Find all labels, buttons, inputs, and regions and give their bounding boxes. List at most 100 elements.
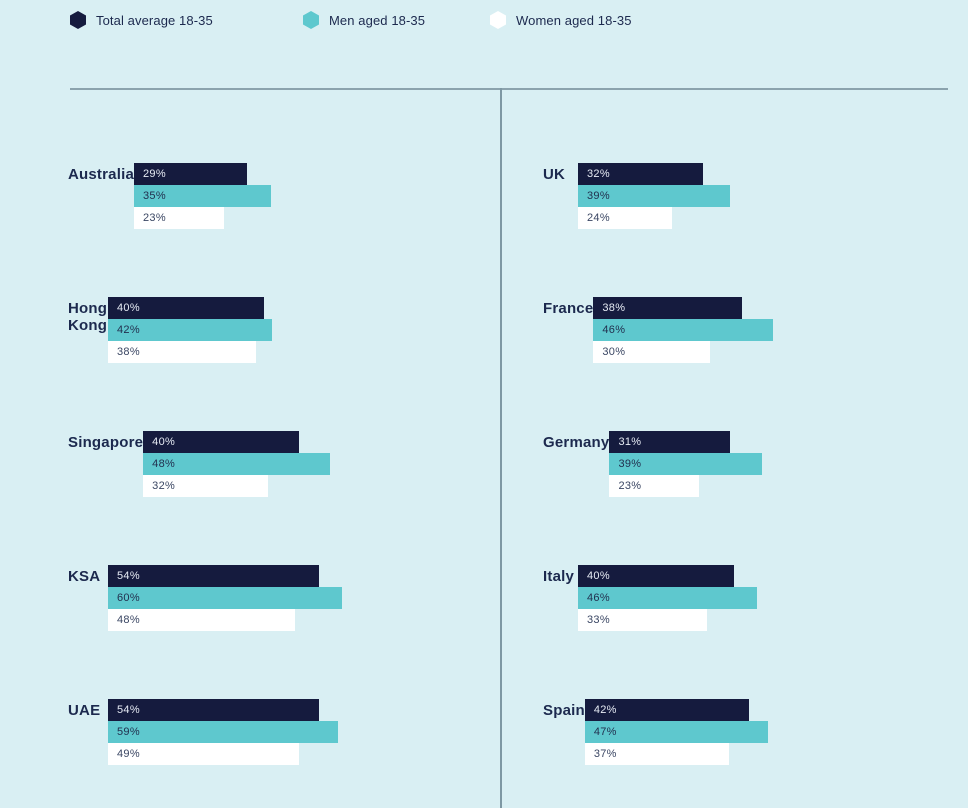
- bar-group: 32% 39% 24%: [578, 163, 968, 229]
- women-bar: 48%: [108, 609, 296, 631]
- country-group: Spain 42% 47% 37%: [543, 699, 968, 765]
- bar-value-label: 37%: [593, 748, 617, 760]
- bar-group: 54% 59% 49%: [108, 699, 498, 765]
- bar-value-label: 48%: [117, 614, 140, 626]
- men-bar: 42%: [108, 319, 272, 341]
- bar-value-label: 32%: [152, 480, 176, 492]
- bar-group: 40% 48% 32%: [143, 431, 533, 497]
- legend-item: Men aged 18-35: [303, 11, 425, 29]
- column-divider: [500, 88, 502, 808]
- bar-value-label: 38%: [602, 302, 626, 314]
- men-bar: 39%: [609, 453, 762, 475]
- women-bar: 38%: [108, 341, 257, 363]
- bar-value-label: 40%: [587, 570, 610, 582]
- legend-label: Men aged 18-35: [329, 12, 426, 28]
- total-average-bar: 40%: [143, 431, 300, 453]
- total-average-bar: 38%: [593, 297, 742, 319]
- country-group: Australia 29% 35% 23%: [68, 163, 498, 229]
- bar-value-label: 39%: [587, 190, 610, 202]
- country-label: KSA: [68, 568, 101, 585]
- bar-group: 38% 46% 30%: [593, 297, 968, 363]
- bar-value-label: 29%: [143, 168, 166, 180]
- bar-value-label: 38%: [117, 346, 140, 358]
- hexagon-icon: [490, 11, 506, 29]
- country-label: UAE: [68, 702, 101, 719]
- bar-value-label: 24%: [587, 212, 610, 224]
- country-label: Spain: [543, 702, 585, 719]
- bar-value-label: 60%: [117, 592, 140, 604]
- bar-value-label: 49%: [117, 748, 140, 760]
- country-group: Hong Kong 40% 42% 38%: [68, 297, 498, 363]
- men-bar: 60%: [108, 587, 342, 609]
- country-label: Germany: [543, 434, 610, 451]
- bar-group: 40% 42% 38%: [108, 297, 498, 363]
- women-bar: 24%: [578, 207, 672, 229]
- country-group: Germany 31% 39% 23%: [543, 431, 968, 497]
- total-average-bar: 54%: [108, 699, 319, 721]
- total-average-bar: 31%: [609, 431, 731, 453]
- bar-value-label: 59%: [117, 726, 140, 738]
- hexagon-icon: [70, 11, 86, 29]
- legend-label: Total average 18-35: [96, 12, 213, 28]
- chart-column-left: Australia 29% 35% 23% Hong Kong 40% 42% 38% Sing…: [68, 163, 498, 765]
- bar-value-label: 54%: [117, 704, 140, 716]
- country-label: UK: [543, 166, 566, 183]
- bar-value-label: 35%: [143, 190, 166, 202]
- bar-value-label: 33%: [587, 614, 610, 626]
- country-group: Italy 40% 46% 33%: [543, 565, 968, 631]
- legend: Total average 18-35 Men aged 18-35 Women a…: [0, 0, 968, 42]
- bar-value-label: 42%: [593, 704, 617, 716]
- bar-value-label: 48%: [152, 458, 176, 470]
- women-bar: 32%: [143, 475, 268, 497]
- bar-value-label: 42%: [117, 324, 140, 336]
- legend-item: Total average 18-35: [70, 11, 213, 29]
- country-group: UAE 54% 59% 49%: [68, 699, 498, 765]
- country-label: Hong Kong: [68, 300, 108, 334]
- country-label: Australia: [68, 166, 134, 183]
- total-average-bar: 40%: [578, 565, 734, 587]
- bar-value-label: 40%: [152, 436, 176, 448]
- bar-value-label: 23%: [618, 480, 642, 492]
- bar-value-label: 31%: [618, 436, 642, 448]
- women-bar: 33%: [578, 609, 707, 631]
- bar-value-label: 40%: [117, 302, 140, 314]
- legend-item: Women aged 18-35: [490, 11, 632, 29]
- country-group: KSA 54% 60% 48%: [68, 565, 498, 631]
- men-bar: 39%: [578, 185, 731, 207]
- bar-value-label: 46%: [602, 324, 626, 336]
- women-bar: 23%: [609, 475, 700, 497]
- bar-group: 31% 39% 23%: [609, 431, 968, 497]
- bar-group: 40% 46% 33%: [578, 565, 968, 631]
- men-bar: 46%: [578, 587, 758, 609]
- header-divider: [70, 88, 948, 90]
- total-average-bar: 29%: [134, 163, 248, 185]
- bar-group: 29% 35% 23%: [134, 163, 524, 229]
- women-bar: 30%: [593, 341, 711, 363]
- bar-group: 42% 47% 37%: [584, 699, 968, 765]
- country-label: Italy: [543, 568, 575, 585]
- men-bar: 35%: [134, 185, 271, 207]
- country-group: UK 32% 39% 24%: [543, 163, 968, 229]
- bar-value-label: 54%: [117, 570, 140, 582]
- hexagon-icon: [303, 11, 319, 29]
- total-average-bar: 32%: [578, 163, 703, 185]
- women-bar: 23%: [134, 207, 224, 229]
- total-average-bar: 54%: [108, 565, 319, 587]
- men-bar: 59%: [108, 721, 339, 743]
- bar-group: 54% 60% 48%: [108, 565, 498, 631]
- bar-value-label: 39%: [618, 458, 642, 470]
- legend-label: Women aged 18-35: [516, 12, 632, 28]
- bar-value-label: 47%: [593, 726, 617, 738]
- country-group: France 38% 46% 30%: [543, 297, 968, 363]
- total-average-bar: 42%: [584, 699, 749, 721]
- women-bar: 49%: [108, 743, 300, 765]
- men-bar: 47%: [584, 721, 769, 743]
- country-label: France: [543, 300, 594, 317]
- total-average-bar: 40%: [108, 297, 264, 319]
- bar-value-label: 46%: [587, 592, 610, 604]
- men-bar: 46%: [593, 319, 773, 341]
- women-bar: 37%: [584, 743, 730, 765]
- bar-value-label: 32%: [587, 168, 610, 180]
- country-label: Singapore: [68, 434, 144, 451]
